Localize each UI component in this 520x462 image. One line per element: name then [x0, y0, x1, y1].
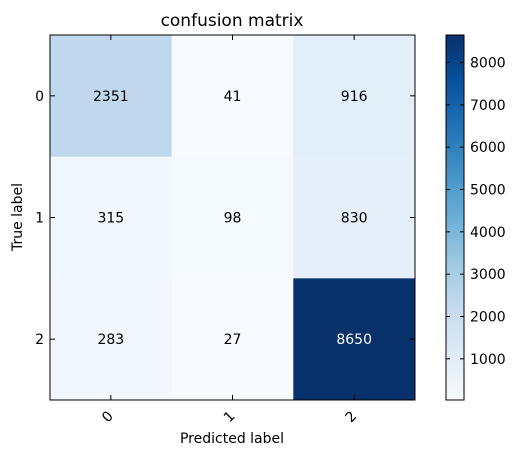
colorbar-tick-label: 5000 [470, 182, 506, 198]
cell-value-label: 830 [341, 211, 368, 227]
heatmap-cell [171, 35, 294, 158]
heatmap-cell [293, 156, 416, 279]
colorbar-tick-label: 6000 [470, 140, 506, 156]
y-tick-label: 1 [35, 211, 44, 227]
colorbar-tick-label: 4000 [470, 225, 506, 241]
heatmap-cell [293, 35, 416, 158]
heatmap-cell [171, 278, 294, 401]
cell-value-labels: 2351 41 916 315 98 830 283 27 8650 [93, 89, 372, 348]
colorbar [445, 34, 465, 401]
colorbar-tick-label: 2000 [470, 309, 506, 325]
colorbar-tick-label: 1000 [470, 352, 506, 368]
y-axis-label: True label [10, 183, 26, 252]
heatmap-cell [50, 156, 173, 279]
heatmap-cell [293, 278, 416, 401]
y-tick-label: 2 [35, 332, 44, 348]
colorbar-ticks: 1000 2000 3000 4000 5000 6000 7000 8000 [446, 56, 506, 368]
cell-value-label: 98 [224, 211, 242, 227]
cell-value-label: 8650 [336, 332, 372, 348]
chart-title: confusion matrix [161, 11, 304, 31]
cell-value-label: 27 [224, 332, 242, 348]
cell-value-label: 283 [97, 332, 124, 348]
heatmap-cell [50, 35, 173, 158]
colorbar-tick-label: 7000 [470, 98, 506, 114]
colorbar-tick-label: 3000 [470, 267, 506, 283]
heatmap-cell [50, 278, 173, 401]
colorbar-tick-label: 8000 [470, 56, 506, 72]
cell-value-label: 916 [341, 89, 368, 105]
cell-value-label: 315 [97, 211, 124, 227]
cell-value-label: 41 [224, 89, 242, 105]
cell-value-label: 2351 [93, 89, 129, 105]
heatmap-cell [171, 156, 294, 279]
x-axis-label: Predicted label [180, 431, 284, 447]
heatmap-cells [50, 35, 416, 401]
y-tick-label: 0 [35, 89, 44, 105]
